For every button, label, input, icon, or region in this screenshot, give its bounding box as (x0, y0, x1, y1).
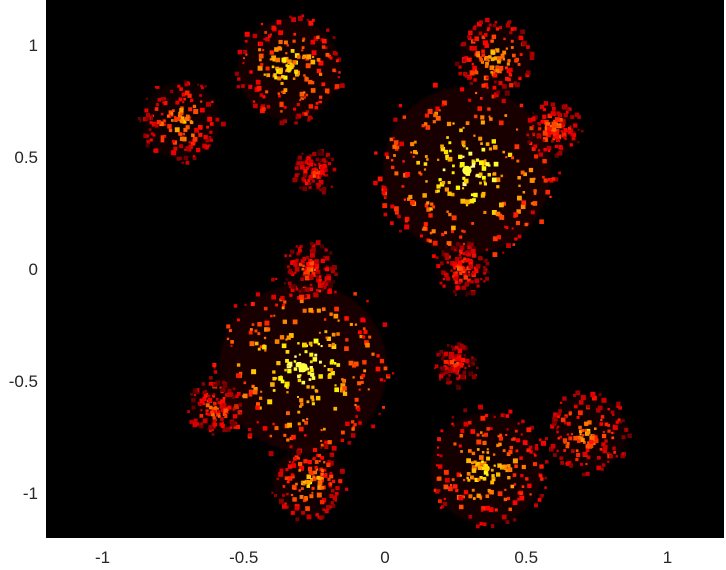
x-tick-label: 1 (663, 548, 672, 567)
y-axis: 1 0.5 0 -0.5 -1 (9, 36, 38, 503)
spiral-upper-right (373, 80, 562, 263)
x-tick-label: 0 (380, 548, 389, 567)
spiral-upper-left (234, 14, 345, 126)
spiral-far-right (526, 101, 584, 158)
spiral-bottom-mid (271, 444, 349, 522)
y-tick-label: 0 (29, 260, 38, 279)
y-tick-label: -1 (23, 484, 38, 503)
spiral-right (544, 390, 632, 477)
spiral-far-left (187, 380, 243, 436)
fractal-clusters (137, 14, 632, 529)
x-tick-label: -1 (95, 548, 110, 567)
x-tick-label: 0.5 (514, 548, 538, 567)
x-tick-label: -0.5 (229, 548, 258, 567)
spiral-top-mid (454, 17, 535, 99)
spiral-lower-right (430, 404, 549, 529)
x-axis: -1 -0.5 0 0.5 1 (95, 548, 672, 567)
y-tick-label: 0.5 (14, 148, 38, 167)
spiral-mid-right (434, 342, 479, 390)
spiral-center-up (283, 240, 338, 298)
y-tick-label: -0.5 (9, 372, 38, 391)
y-tick-label: 1 (29, 36, 38, 55)
spiral-mid-left (292, 149, 337, 195)
spiral-left (137, 80, 226, 165)
spiral-center-down (435, 241, 490, 297)
